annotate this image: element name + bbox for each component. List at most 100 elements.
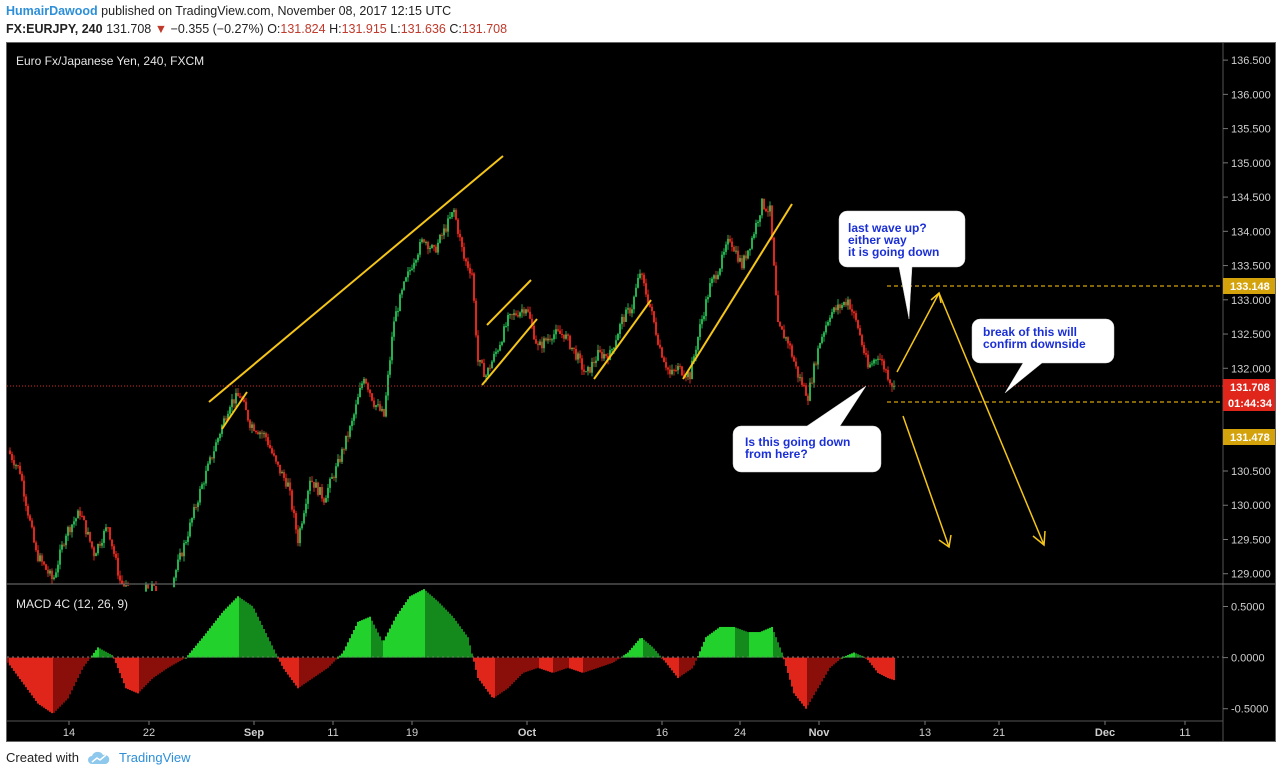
macd-bar bbox=[455, 620, 457, 658]
macd-bar bbox=[349, 638, 351, 658]
macd-bar bbox=[581, 657, 583, 673]
macd-bar bbox=[477, 657, 479, 679]
macd-bar bbox=[97, 647, 99, 658]
macd-bar bbox=[811, 657, 813, 699]
macd-bar bbox=[41, 657, 43, 707]
macd-bar bbox=[747, 632, 749, 658]
candle-body bbox=[411, 268, 413, 270]
macd-bar bbox=[409, 596, 411, 658]
candle-body bbox=[861, 335, 863, 345]
macd-bar bbox=[855, 653, 857, 658]
open-label: O: bbox=[267, 22, 281, 36]
candle-body bbox=[525, 309, 527, 314]
macd-bar bbox=[235, 598, 237, 658]
macd-bar bbox=[59, 657, 61, 707]
time-axis[interactable]: 14 22 Sep 11 19 Oct 16 24 Nov 13 21 Dec 11 bbox=[63, 721, 1191, 739]
candle-body bbox=[809, 382, 811, 401]
chart-svg[interactable]: last wave up? either way it is going dow… bbox=[7, 43, 1275, 741]
macd-bar bbox=[321, 657, 323, 672]
macd-bar bbox=[263, 628, 265, 658]
macd-bar bbox=[393, 620, 395, 658]
lower-level-badge bbox=[1223, 429, 1275, 445]
macd-bar bbox=[99, 648, 101, 658]
projection-short-arrowhead bbox=[938, 534, 952, 549]
macd-bar bbox=[21, 657, 23, 682]
candle-body bbox=[239, 396, 241, 398]
macd-bar bbox=[323, 657, 325, 671]
macd-bar bbox=[239, 597, 241, 658]
chart-frame[interactable]: last wave up? either way it is going dow… bbox=[6, 42, 1276, 742]
candle-body bbox=[337, 459, 339, 467]
candle-body bbox=[393, 321, 395, 337]
macd-bar bbox=[607, 657, 609, 665]
macd-bar bbox=[43, 657, 45, 708]
candle-body bbox=[591, 361, 593, 373]
macd-bar bbox=[835, 657, 837, 663]
macd-bar bbox=[819, 657, 821, 685]
candle-body bbox=[225, 418, 227, 420]
macd-bar bbox=[857, 654, 859, 658]
callout-text-line-2: from here? bbox=[745, 447, 808, 461]
candle-body bbox=[813, 363, 815, 383]
macd-bar bbox=[325, 657, 327, 670]
candles bbox=[9, 197, 895, 592]
price-tick-label: 130.000 bbox=[1231, 500, 1271, 512]
author-link[interactable]: HumairDawood bbox=[6, 4, 98, 18]
price-axis[interactable]: 129.000129.500130.000130.500131.000131.5… bbox=[1223, 55, 1271, 581]
low-label: L: bbox=[390, 22, 401, 36]
callout-break: break of this will confirm downside bbox=[971, 318, 1115, 394]
candle-body bbox=[399, 294, 401, 312]
macd-bar bbox=[511, 657, 513, 685]
macd-tick-label: 0.0000 bbox=[1231, 653, 1265, 665]
candle-body bbox=[535, 339, 537, 344]
candle-body bbox=[227, 413, 229, 420]
candle-body bbox=[495, 351, 497, 354]
macd-bar bbox=[353, 630, 355, 658]
macd-bar bbox=[407, 599, 409, 658]
candle-body bbox=[191, 518, 193, 523]
candle-body bbox=[339, 459, 341, 462]
candle-body bbox=[101, 542, 103, 546]
macd-tick-label: -0.5000 bbox=[1231, 704, 1268, 716]
macd-bar bbox=[839, 657, 841, 660]
candle-body bbox=[175, 570, 177, 578]
tradingview-brand-link[interactable]: TradingView bbox=[118, 750, 191, 765]
candle-body bbox=[19, 465, 21, 474]
macd-axis[interactable]: -0.5000 0.0000 0.5000 bbox=[1223, 601, 1268, 716]
macd-bar bbox=[191, 650, 193, 658]
footer: Created with TradingView bbox=[6, 750, 191, 765]
candle-body bbox=[461, 237, 463, 248]
candle-body bbox=[189, 522, 191, 537]
candle-body bbox=[193, 507, 195, 519]
candle-body bbox=[381, 408, 383, 411]
macd-bar bbox=[869, 657, 871, 663]
symbol-info-bar: FX:EURJPY, 240 131.708 ▼ −0.355 (−0.27%)… bbox=[6, 22, 507, 36]
macd-bar bbox=[453, 618, 455, 658]
candle-body bbox=[223, 418, 225, 426]
candle-body bbox=[13, 460, 15, 466]
candle-body bbox=[425, 242, 427, 244]
macd-bar bbox=[377, 632, 379, 658]
macd-bar bbox=[103, 650, 105, 658]
candle-body bbox=[709, 283, 711, 298]
candle-body bbox=[353, 414, 355, 421]
macd-bar bbox=[883, 657, 885, 677]
candle-body bbox=[479, 360, 481, 362]
bubble-shape bbox=[732, 385, 882, 473]
macd-bar bbox=[825, 657, 827, 675]
macd-bar bbox=[611, 657, 613, 664]
macd-bar bbox=[411, 595, 413, 658]
publish-header: HumairDawood published on TradingView.co… bbox=[6, 4, 451, 18]
candle-body bbox=[697, 336, 699, 350]
candle-body bbox=[639, 273, 641, 278]
macd-bar bbox=[649, 644, 651, 658]
candle-body bbox=[547, 338, 549, 341]
candle-body bbox=[207, 463, 209, 471]
macd-bar bbox=[467, 637, 469, 658]
candle-body bbox=[873, 359, 875, 364]
macd-bar bbox=[583, 657, 585, 673]
symbol-label: FX:EURJPY, 240 bbox=[6, 22, 103, 36]
price-tick-label: 132.000 bbox=[1231, 363, 1271, 375]
macd-bar bbox=[179, 657, 181, 662]
macd-bar bbox=[803, 657, 805, 707]
